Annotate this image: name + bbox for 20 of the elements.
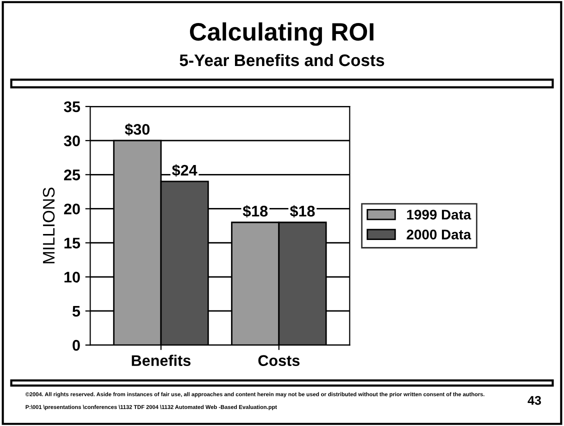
y-tick-label: 10	[64, 272, 80, 283]
y-tick-label: 5	[72, 306, 80, 317]
chart-title: Calculating ROI	[190, 22, 374, 46]
data-label: $24	[172, 164, 198, 177]
x-tick-label: Benefits	[132, 354, 191, 366]
y-tick-label: 0	[72, 340, 80, 351]
text: 43	[528, 396, 541, 405]
x-tick-label: Costs	[258, 355, 300, 366]
legend-label: 1999 Data	[407, 210, 472, 220]
data-label: $18	[290, 205, 315, 218]
y-tick-label: 30	[64, 135, 80, 146]
data-label: $30	[124, 123, 150, 136]
y-axis-title: MILLIONS	[42, 188, 55, 264]
y-tick-label: 35	[64, 101, 80, 112]
y-tick-label: 20	[64, 204, 80, 214]
y-tick-label: 15	[64, 238, 80, 249]
data-label: $18	[242, 205, 268, 218]
y-tick-label: 25	[64, 170, 80, 180]
legend-label: 2000 Data	[406, 230, 472, 240]
chart-subtitle: 5-Year Benefits and Costs	[180, 54, 384, 66]
